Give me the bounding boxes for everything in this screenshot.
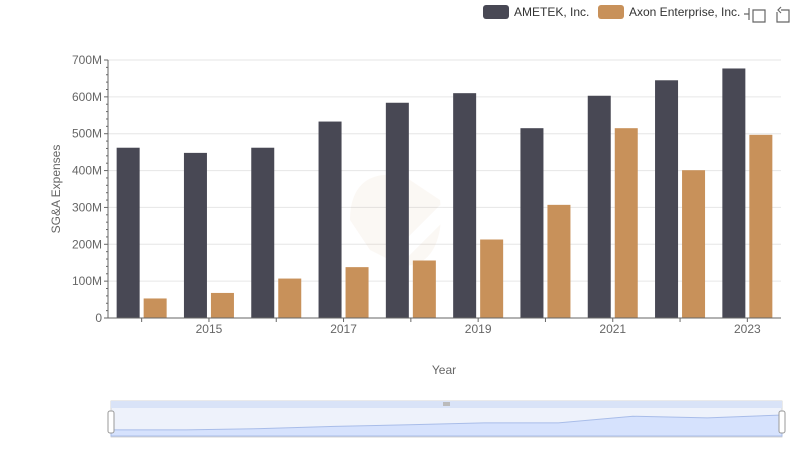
y-tick-label: 0 <box>95 311 102 325</box>
grid-lines <box>108 59 781 319</box>
bar-axon-2018[interactable] <box>412 260 436 318</box>
bar-ametek-2023[interactable] <box>722 68 746 318</box>
reset-icon[interactable] <box>776 6 790 23</box>
y-tick-label: 100M <box>72 274 102 288</box>
bar-axon-2016[interactable] <box>278 278 302 318</box>
bar-ametek-2022[interactable] <box>655 80 679 319</box>
bar-axon-2022[interactable] <box>682 170 706 318</box>
bar-axon-2021[interactable] <box>614 128 638 318</box>
x-tick-label: 2021 <box>599 322 626 336</box>
bars <box>116 68 773 319</box>
axes <box>107 60 781 319</box>
y-tick-label: 400M <box>72 164 102 178</box>
bar-axon-2023[interactable] <box>749 134 773 318</box>
legend-label-axon[interactable]: Axon Enterprise, Inc. <box>629 5 740 19</box>
bar-ametek-2016[interactable] <box>251 147 275 318</box>
legend-label-ametek[interactable]: AMETEK, Inc. <box>514 5 589 19</box>
slider-grip[interactable] <box>443 402 450 406</box>
slider-handle-right[interactable] <box>778 410 786 434</box>
bar-ametek-2021[interactable] <box>587 95 611 318</box>
slider-handle-left[interactable] <box>107 410 115 434</box>
zoom-icon[interactable] <box>744 8 766 23</box>
y-tick-label: 700M <box>72 53 102 67</box>
bar-axon-2019[interactable] <box>480 239 504 318</box>
y-tick-label: 600M <box>72 90 102 104</box>
slider-area <box>110 414 783 437</box>
bar-axon-2014[interactable] <box>143 298 167 318</box>
legend-swatch-axon[interactable] <box>598 5 624 19</box>
bar-ametek-2017[interactable] <box>318 121 342 319</box>
y-tick-label: 200M <box>72 237 102 251</box>
bar-axon-2017[interactable] <box>345 267 369 318</box>
y-tick-label: 500M <box>72 127 102 141</box>
bar-ametek-2019[interactable] <box>453 93 477 319</box>
y-axis-title: SG&A Expenses <box>49 145 63 234</box>
x-tick-label: 2017 <box>330 322 357 336</box>
y-axis-ticks: 0 100M 200M 300M 400M 500M 600M 700M <box>72 53 108 325</box>
bar-ametek-2014[interactable] <box>116 147 140 318</box>
bar-axon-2015[interactable] <box>210 292 234 318</box>
bar-ametek-2020[interactable] <box>520 128 544 318</box>
legend-swatch-ametek[interactable] <box>483 5 509 19</box>
bar-ametek-2015[interactable] <box>183 152 207 318</box>
x-axis-ticks: 2015 2017 2019 2021 2023 <box>141 318 761 336</box>
bar-axon-2020[interactable] <box>547 204 571 318</box>
bar-ametek-2018[interactable] <box>385 102 409 318</box>
legend: AMETEK, Inc. Axon Enterprise, Inc. <box>483 5 740 19</box>
y-tick-label: 300M <box>72 200 102 214</box>
x-axis-title: Year <box>432 363 456 377</box>
x-tick-label: 2023 <box>734 322 761 336</box>
x-tick-label: 2019 <box>465 322 492 336</box>
range-slider[interactable] <box>107 400 786 438</box>
x-tick-label: 2015 <box>196 322 223 336</box>
